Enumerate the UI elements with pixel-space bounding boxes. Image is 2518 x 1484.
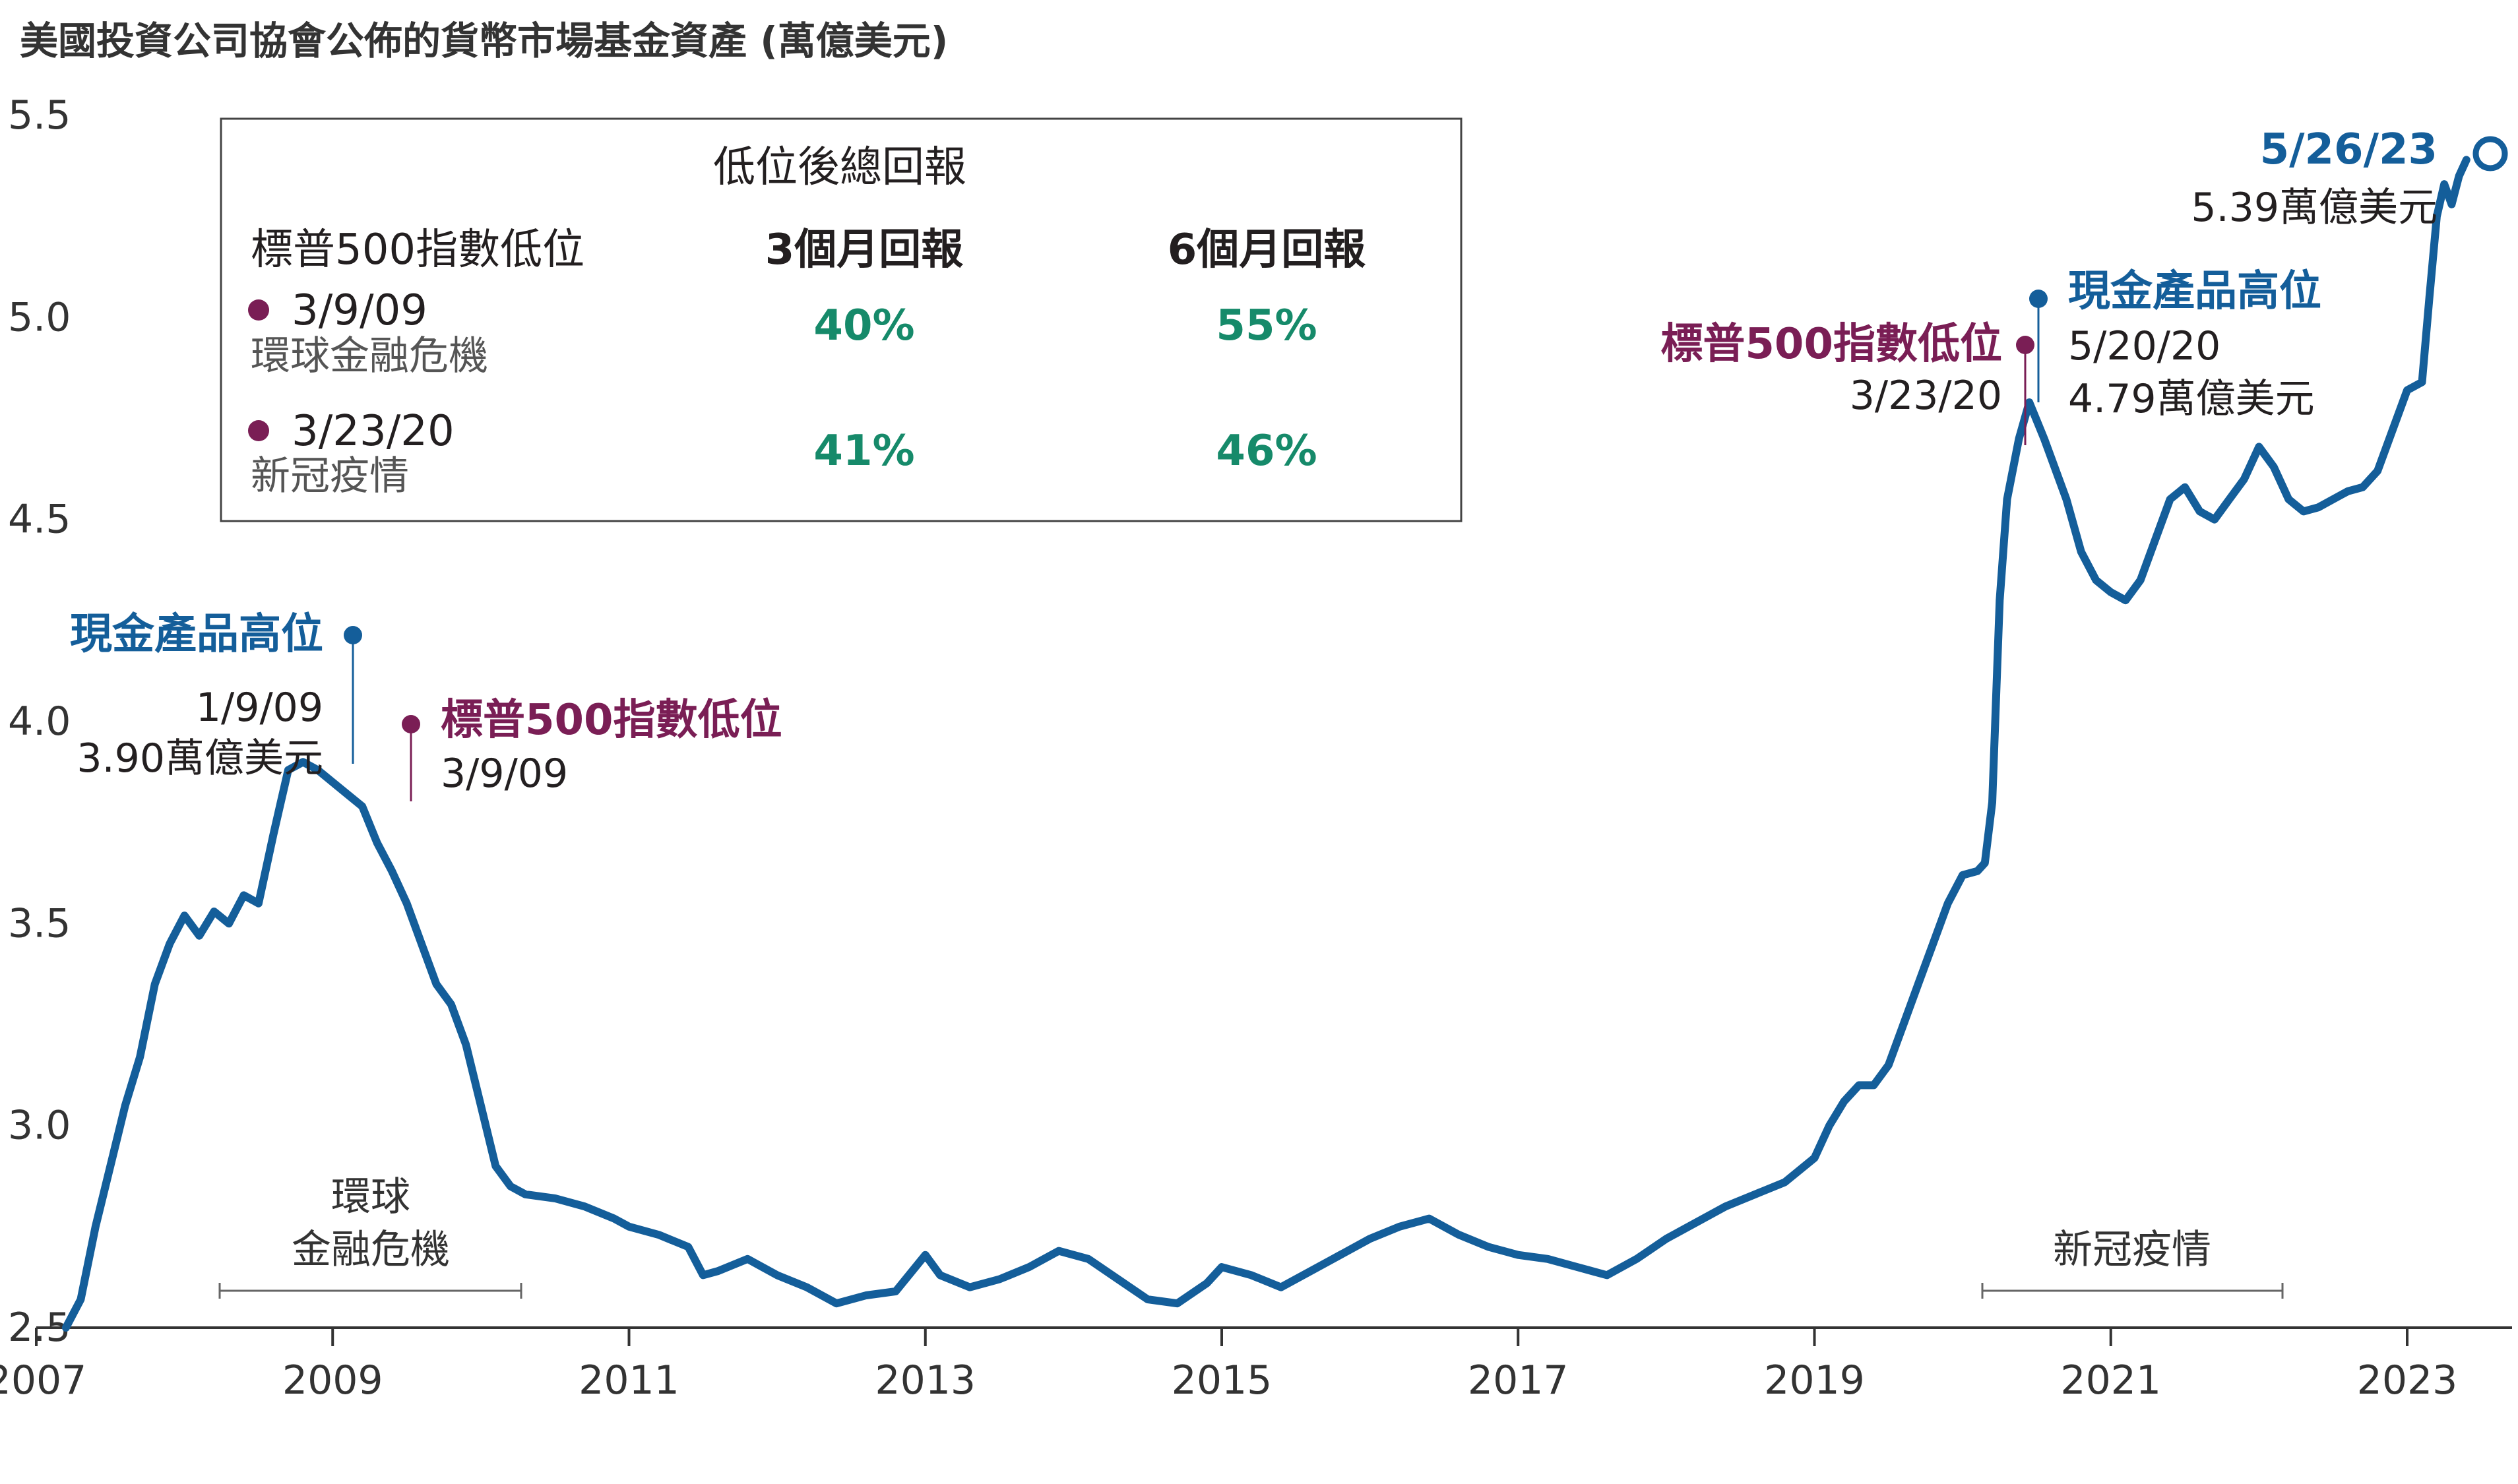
row2-event: 新冠疫情: [251, 453, 409, 499]
trough-2020-title: 標普500指數低位: [1660, 320, 2002, 369]
gfc-period: 環球 金融危機: [218, 1174, 522, 1299]
peak-2009-marker: [344, 626, 362, 644]
end-marker: [2472, 136, 2508, 171]
x-tick-label: 2013: [875, 1357, 976, 1404]
peak-2009-title: 現金產品高位: [70, 610, 323, 659]
returns-col1-header: 標普500指數低位: [251, 226, 584, 274]
peak-2020-marker: [2029, 290, 2048, 308]
x-tick-label: 2019: [1764, 1357, 1865, 1404]
peak-2009-annotation: 現金產品高位 1/9/09 3.90萬億美元: [70, 610, 362, 782]
x-tick-label: 2011: [579, 1357, 679, 1404]
row2-return-6m: 46%: [1216, 427, 1317, 476]
trough-2009-marker: [402, 715, 420, 733]
returns-col3-header: 6個月回報: [1168, 226, 1366, 274]
y-tick-label: 4.5: [8, 497, 71, 543]
x-tick-label: 2023: [2357, 1357, 2458, 1404]
trough-2009-title: 標普500指數低位: [441, 696, 782, 745]
x-tick-label: 2021: [2060, 1357, 2161, 1404]
row1-marker: [248, 299, 269, 321]
peak-2020-annotation: 現金產品高位 5/20/20 4.79萬億美元: [2029, 267, 2321, 422]
trough-2020-marker: [2016, 336, 2034, 354]
trough-2020-annotation: 標普500指數低位 3/23/20: [1660, 320, 2034, 445]
row1-event: 環球金融危機: [251, 333, 488, 379]
y-tick-label: 3.5: [8, 900, 71, 946]
gfc-label-line2: 金融危機: [292, 1227, 450, 1273]
x-axis: 2007 2009 2011 2013 2015 2017 2019 2021 2023: [0, 1326, 2512, 1404]
covid-period: 新冠疫情: [1981, 1227, 2284, 1299]
y-tick-label: 3.0: [8, 1103, 71, 1149]
peak-2020-value: 4.79萬億美元: [2068, 376, 2315, 422]
row1-return-3m: 40%: [813, 301, 914, 350]
row2-return-3m: 41%: [813, 427, 914, 476]
x-tick-label: 2017: [1468, 1357, 1569, 1404]
trough-2009-date: 3/9/09: [441, 751, 568, 797]
end-annotation: 5/26/23 5.39萬億美元: [2191, 125, 2508, 231]
peak-2020-date: 5/20/20: [2068, 323, 2220, 369]
end-date: 5/26/23: [2260, 125, 2438, 174]
x-tick-label: 2007: [0, 1357, 86, 1404]
gfc-label-line1: 環球: [331, 1174, 410, 1220]
trough-2020-date: 3/23/20: [1850, 373, 2002, 419]
row2-marker: [248, 420, 269, 441]
returns-table: 低位後總回報 標普500指數低位 3個月回報 6個月回報 3/9/09 環球金融…: [220, 117, 1463, 522]
covid-label: 新冠疫情: [2053, 1227, 2211, 1273]
series-line: [61, 156, 2471, 1332]
chart-title: 美國投資公司協會公佈的貨幣市場基金資產 (萬億美元): [20, 18, 948, 63]
y-tick-label: 4.0: [8, 698, 71, 745]
x-tick-label: 2009: [282, 1357, 383, 1404]
peak-2009-date: 1/9/09: [196, 685, 323, 731]
row1-date: 3/9/09: [292, 286, 427, 335]
returns-table-header: 低位後總回報: [713, 143, 966, 192]
peak-2020-title: 現金產品高位: [2068, 267, 2321, 316]
x-tick-label: 2015: [1172, 1357, 1273, 1404]
row2-date: 3/23/20: [292, 407, 455, 456]
y-tick-label: 5.5: [8, 92, 71, 139]
y-tick-label: 5.0: [8, 294, 71, 340]
end-value: 5.39萬億美元: [2191, 185, 2438, 231]
peak-2009-value: 3.90萬億美元: [77, 735, 323, 782]
returns-col2-header: 3個月回報: [765, 226, 964, 274]
y-axis: 2.53.03.54.04.55.05.5: [8, 92, 71, 1351]
row1-return-6m: 55%: [1216, 301, 1317, 350]
trough-2009-annotation: 標普500指數低位 3/9/09: [402, 696, 782, 801]
